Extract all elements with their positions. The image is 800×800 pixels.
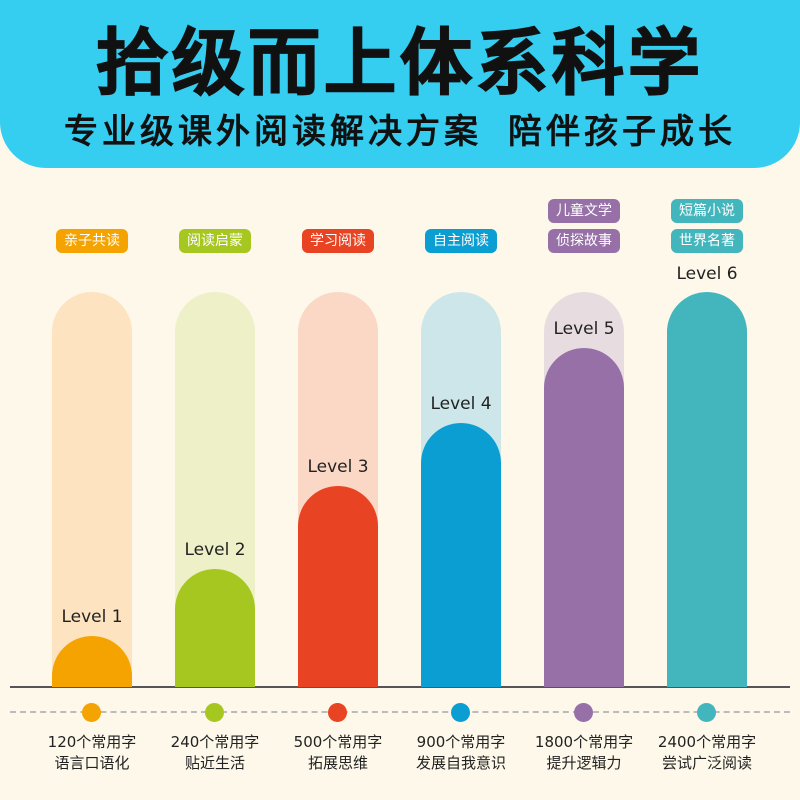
level-description: 2400个常用字 尝试广泛阅读 xyxy=(632,732,782,774)
level-description: 240个常用字 贴近生活 xyxy=(140,732,290,774)
skill-focus: 拓展思维 xyxy=(307,754,368,772)
level-label: Level 4 xyxy=(430,394,492,414)
char-count: 2400个常用字 xyxy=(657,733,757,751)
timeline-dot xyxy=(451,703,470,722)
char-count: 240个常用字 xyxy=(170,733,260,751)
timeline-dot xyxy=(82,703,101,722)
level-column-2: Level 2 阅读启蒙 240个常用字 贴近生活 xyxy=(171,0,259,800)
subtitle-left: 专业级课外阅读解决方案 xyxy=(64,112,482,152)
level-track xyxy=(52,292,132,687)
category-tag-label: 自主阅读 xyxy=(425,229,497,253)
header-banner: 拾级而上体系科学 专业级课外阅读解决方案 陪伴孩子成长 xyxy=(0,0,800,168)
char-count: 900个常用字 xyxy=(416,733,506,751)
page-title: 拾级而上体系科学 xyxy=(95,20,704,106)
level-description: 120个常用字 语言口语化 xyxy=(17,732,167,774)
skill-focus: 提升逻辑力 xyxy=(546,754,622,772)
timeline-dot xyxy=(205,703,224,722)
level-bar xyxy=(544,348,624,687)
category-tag: 儿童文学 xyxy=(524,199,644,223)
category-tag-label: 儿童文学 xyxy=(548,199,620,223)
category-tag: 亲子共读 xyxy=(32,229,152,253)
level-bar xyxy=(421,423,501,687)
level-column-6: Level 6 短篇小说世界名著 2400个常用字 尝试广泛阅读 xyxy=(658,0,756,800)
skill-focus: 语言口语化 xyxy=(54,754,130,772)
page-subtitle: 专业级课外阅读解决方案 陪伴孩子成长 xyxy=(0,110,800,154)
skill-focus: 发展自我意识 xyxy=(415,754,506,772)
char-count: 120个常用字 xyxy=(47,733,137,751)
dashed-timeline xyxy=(10,711,790,713)
category-tag: 学习阅读 xyxy=(278,229,398,253)
level-label: Level 5 xyxy=(553,319,615,339)
category-tag-label: 短篇小说 xyxy=(671,199,743,223)
category-tag-label: 侦探故事 xyxy=(548,229,620,253)
category-tag: 短篇小说 xyxy=(647,199,767,223)
level-column-1: Level 1 亲子共读 120个常用字 语言口语化 xyxy=(48,0,136,800)
timeline-dot xyxy=(697,703,716,722)
level-column-4: Level 4 自主阅读 900个常用字 发展自我意识 xyxy=(416,0,506,800)
level-column-3: Level 3 学习阅读 500个常用字 拓展思维 xyxy=(294,0,382,800)
level-label: Level 2 xyxy=(184,540,246,560)
category-tag-label: 学习阅读 xyxy=(302,229,374,253)
char-count: 1800个常用字 xyxy=(534,733,634,751)
category-tag: 世界名著 xyxy=(647,229,767,253)
timeline-dot xyxy=(328,703,347,722)
level-bar xyxy=(298,486,378,687)
category-tag-label: 世界名著 xyxy=(671,229,743,253)
level-column-5: Level 5 儿童文学侦探故事 1800个常用字 提升逻辑力 xyxy=(535,0,633,800)
baseline xyxy=(10,686,790,688)
char-count: 500个常用字 xyxy=(293,733,383,751)
category-tag: 侦探故事 xyxy=(524,229,644,253)
timeline-dot xyxy=(574,703,593,722)
category-tag-label: 阅读启蒙 xyxy=(179,229,251,253)
skill-focus: 贴近生活 xyxy=(184,754,245,772)
level-description: 1800个常用字 提升逻辑力 xyxy=(509,732,659,774)
category-tag: 自主阅读 xyxy=(401,229,521,253)
level-description: 900个常用字 发展自我意识 xyxy=(386,732,536,774)
category-tag-label: 亲子共读 xyxy=(56,229,128,253)
level-label: Level 6 xyxy=(676,264,738,284)
level-label: Level 3 xyxy=(307,457,369,477)
subtitle-right: 陪伴孩子成长 xyxy=(508,112,736,152)
level-description: 500个常用字 拓展思维 xyxy=(263,732,413,774)
level-label: Level 1 xyxy=(61,607,123,627)
category-tag: 阅读启蒙 xyxy=(155,229,275,253)
level-bar xyxy=(175,569,255,687)
skill-focus: 尝试广泛阅读 xyxy=(661,754,752,772)
level-bar xyxy=(667,293,747,687)
